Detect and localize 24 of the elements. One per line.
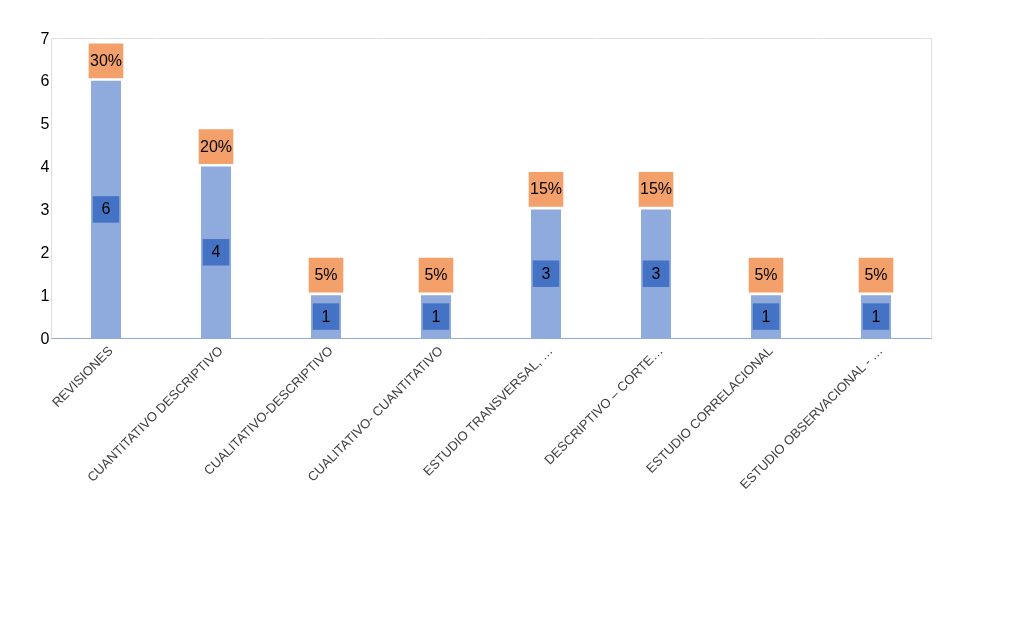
y-tick-label: 7: [40, 29, 50, 47]
data-label: 1: [321, 307, 331, 325]
annotation: 15%: [529, 180, 563, 198]
data-label: 3: [541, 264, 551, 282]
y-tick-label: 4: [40, 158, 50, 176]
data-label: 1: [431, 307, 441, 325]
annotation: 20%: [199, 137, 233, 155]
data-label: 1: [761, 307, 771, 325]
data-label: 1: [871, 307, 881, 325]
annotation: 15%: [639, 180, 673, 198]
annotation: 5%: [314, 266, 338, 284]
annotation: 5%: [864, 266, 888, 284]
y-tick-label: 6: [40, 72, 50, 90]
y-tick-label: 1: [40, 286, 50, 304]
annotation: 5%: [424, 266, 448, 284]
data-label: 3: [651, 264, 661, 282]
y-tick-label: 3: [40, 200, 50, 218]
y-tick-label: 5: [40, 115, 50, 133]
y-tick-label: 2: [40, 243, 50, 261]
data-label: 6: [101, 200, 111, 218]
annotation: 5%: [754, 266, 778, 284]
annotation: 30%: [89, 51, 123, 69]
y-tick-label: 0: [40, 329, 50, 347]
data-label: 4: [211, 243, 221, 261]
